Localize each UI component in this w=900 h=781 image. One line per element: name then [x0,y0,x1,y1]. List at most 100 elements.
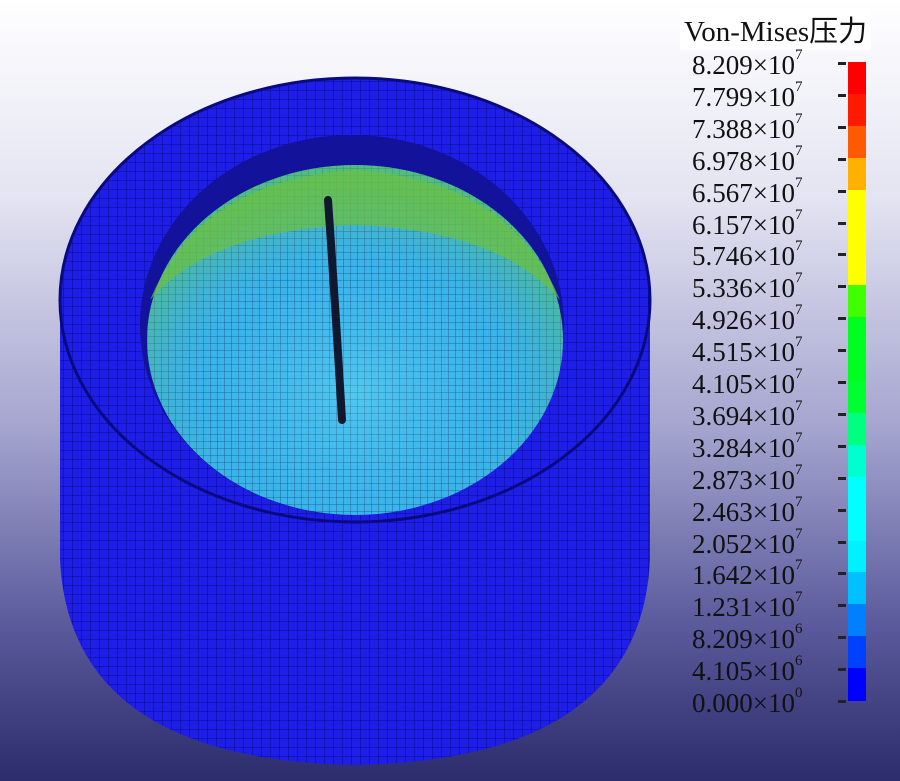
color-bar-segment [848,62,866,95]
label-exponent: 7 [794,429,803,446]
label-times: ×10 [752,337,795,368]
label-exponent: 6 [794,653,803,670]
label-times: ×10 [752,50,795,80]
legend-tick [838,221,846,225]
label-times: ×10 [752,81,795,112]
label-exponent: 7 [794,142,803,159]
legend-label: 4.926×107 [692,303,802,336]
legend-label: 8.209×107 [692,48,802,80]
label-exponent: 7 [794,206,803,223]
color-bar-segment [848,476,866,510]
label-exponent: 7 [794,238,803,255]
label-mantissa: 5.746 [692,241,753,272]
legend-tick [838,668,846,672]
label-exponent: 7 [794,461,803,478]
color-bar-segment [848,572,866,606]
label-times: ×10 [752,624,795,655]
label-mantissa: 4.926 [692,305,753,336]
color-legend: Von-Mises压力 8.209×107 7.799×107 7.388×107 6… [670,0,900,781]
label-mantissa: 6.978 [692,145,753,176]
legend-tick [838,412,846,416]
label-times: ×10 [752,113,795,144]
label-times: ×10 [752,592,795,623]
legend-label: 3.694×107 [692,398,802,431]
label-times: ×10 [752,241,795,272]
color-bar-segment [848,317,866,351]
legend-tick [838,349,846,353]
label-times: ×10 [752,145,795,176]
color-bar-segment [848,285,866,319]
label-times: ×10 [752,273,795,304]
color-bar-segment [848,668,866,701]
legend-label: 4.105×106 [692,654,802,687]
color-bar-segment [848,636,866,670]
label-mantissa: 2.463 [692,496,753,527]
label-mantissa: 7.388 [692,113,753,144]
legend-tick [838,189,846,193]
legend-label: 0.000×100 [692,686,802,718]
fea-model-render [58,76,652,765]
label-times: ×10 [752,432,795,463]
legend-label: 6.978×107 [692,143,802,176]
inner-surface [140,135,564,515]
legend-label: 7.388×107 [692,111,802,144]
legend-tick [838,125,846,129]
legend-label: 1.231×107 [692,590,802,623]
label-mantissa: 2.052 [692,528,753,559]
label-exponent: 7 [794,47,803,63]
legend-label: 6.567×107 [692,175,802,208]
label-exponent: 7 [794,174,803,191]
label-exponent: 7 [794,493,803,510]
color-bar-segment [848,253,866,287]
label-exponent: 7 [794,525,803,542]
label-times: ×10 [752,177,795,208]
label-mantissa: 8.209 [692,50,753,80]
label-times: ×10 [752,400,795,431]
color-bar-segment [848,412,866,446]
label-times: ×10 [752,369,795,399]
label-times: ×10 [752,464,795,495]
color-bar-segment [848,189,866,223]
label-exponent: 7 [794,397,803,414]
legend-label: 5.746×107 [692,239,802,272]
label-mantissa: 1.642 [692,560,753,591]
label-times: ×10 [752,688,795,718]
label-mantissa: 6.567 [692,177,753,208]
color-bar-segment [848,604,866,638]
label-exponent: 7 [794,366,803,382]
legend-label: 1.642×107 [692,558,802,591]
label-mantissa: 3.694 [692,400,753,431]
legend-tick [838,317,846,321]
label-mantissa: 4.515 [692,337,753,368]
legend-tick [838,444,846,448]
label-times: ×10 [752,305,795,336]
legend-tick [838,62,846,65]
legend-tick [838,253,846,257]
legend-tick [838,157,846,161]
color-bar-segment [848,125,866,159]
legend-label: 5.336×107 [692,271,802,304]
color-bar-segment [848,157,866,191]
legend-tick [838,572,846,576]
label-mantissa: 8.209 [692,624,753,655]
legend-label: 7.799×107 [692,79,802,112]
legend-tick [838,285,846,289]
label-exponent: 0 [794,685,803,701]
color-bar-segment [848,221,866,255]
legend-label: 4.515×107 [692,335,802,368]
label-mantissa: 4.105 [692,369,753,399]
label-mantissa: 7.799 [692,81,753,112]
label-exponent: 7 [794,557,803,574]
label-exponent: 7 [794,302,803,319]
legend-label: 2.463×107 [692,494,802,527]
legend-label: 3.284×107 [692,430,802,463]
label-mantissa: 5.336 [692,273,753,304]
label-times: ×10 [752,656,795,687]
label-mantissa: 4.105 [692,656,753,687]
legend-tick [838,508,846,512]
label-times: ×10 [752,528,795,559]
label-mantissa: 3.284 [692,432,753,463]
label-exponent: 7 [794,78,803,95]
color-bar [848,62,866,701]
label-exponent: 7 [794,334,803,351]
